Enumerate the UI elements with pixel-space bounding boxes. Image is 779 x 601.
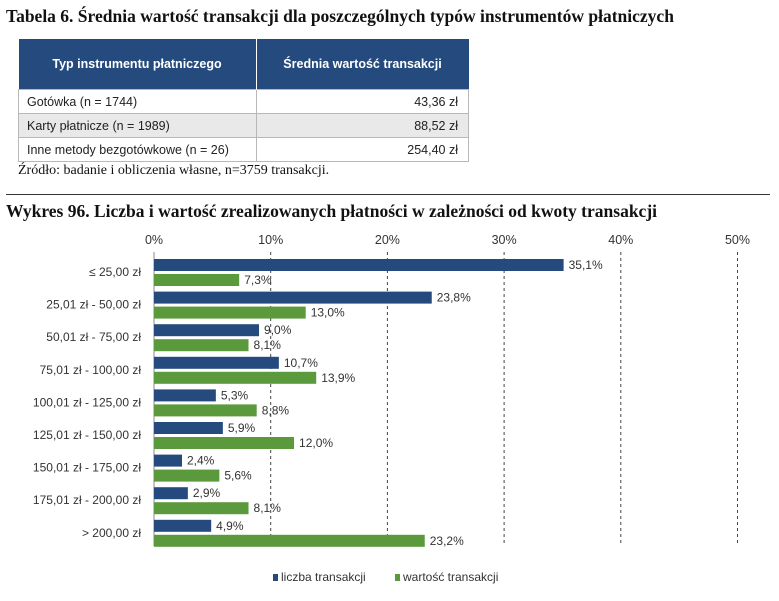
data-label: 8,8% (262, 403, 290, 417)
bar-value (154, 502, 249, 515)
bar-count (154, 389, 216, 402)
bar-value (154, 469, 220, 482)
data-label: 35,1% (569, 258, 603, 272)
table-header-row: Typ instrumentu płatniczego Średnia wart… (18, 39, 469, 90)
header-average-value: Średnia wartość transakcji (256, 39, 469, 90)
data-label: 13,0% (311, 306, 345, 320)
table-cell-instrument: Gotówka (n = 1744) (18, 89, 257, 114)
data-label: 23,2% (430, 534, 464, 548)
data-label: 7,3% (244, 273, 272, 287)
bar-count (154, 291, 432, 304)
data-label: 12,0% (299, 436, 333, 450)
data-label: 23,8% (437, 291, 471, 305)
legend-label: liczba transakcji (281, 570, 366, 584)
category-label: 25,01 zł - 50,00 zł (46, 298, 141, 312)
section-divider (6, 194, 770, 195)
table-title: Tabela 6. Średnia wartość transakcji dla… (6, 6, 674, 26)
bar-count (154, 519, 212, 532)
data-label: 2,4% (187, 454, 215, 468)
header-instrument-type: Typ instrumentu płatniczego (18, 39, 257, 90)
payment-instrument-table: Typ instrumentu płatniczego Średnia wart… (18, 39, 469, 162)
data-label: 5,6% (224, 469, 252, 483)
table-cell-value: 88,52 zł (255, 113, 469, 138)
category-label: 50,01 zł - 75,00 zł (46, 330, 141, 344)
x-tick-label: 30% (492, 233, 517, 247)
legend-label: wartość transakcji (402, 570, 498, 584)
data-label: 10,7% (284, 356, 318, 370)
x-tick-label: 10% (258, 233, 283, 247)
category-label: 175,01 zł - 200,00 zł (33, 493, 141, 507)
bar-value (154, 437, 295, 449)
data-label: 13,9% (321, 371, 355, 385)
bar-count (154, 487, 188, 500)
bar-value (154, 339, 249, 352)
category-label: > 200,00 zł (82, 526, 141, 540)
x-tick-label: 40% (608, 233, 633, 247)
category-label: ≤ 25,00 zł (89, 265, 141, 279)
table-cell-value: 254,40 zł (255, 137, 469, 162)
bar-value (154, 274, 240, 286)
table-row: Inne metody bezgotówkowe (n = 26) 254,40… (18, 137, 469, 162)
chart-title: Wykres 96. Liczba i wartość zrealizowany… (6, 201, 658, 221)
data-label: 2,9% (193, 486, 221, 500)
table-cell-instrument: Inne metody bezgotówkowe (n = 26) (18, 137, 257, 162)
x-tick-label: 20% (375, 233, 400, 247)
legend-swatch (395, 574, 400, 581)
bar-count (154, 259, 564, 271)
category-label: 125,01 zł - 150,00 zł (33, 428, 141, 442)
x-tick-label: 0% (145, 233, 163, 247)
table-source-note: Źródło: badanie i obliczenia własne, n=3… (18, 163, 330, 178)
bar-count (154, 454, 183, 467)
category-label: 150,01 zł - 175,00 zł (33, 461, 141, 475)
x-tick-label: 50% (725, 233, 750, 247)
category-label: 100,01 zł - 125,00 zł (33, 395, 141, 409)
data-label: 4,9% (216, 519, 244, 533)
data-label: 9,0% (264, 323, 292, 337)
bar-value (154, 371, 317, 384)
data-label: 8,1% (254, 338, 282, 352)
data-label: 5,9% (228, 421, 256, 435)
bar-value (154, 534, 425, 547)
table-row: Gotówka (n = 1744) 43,36 zł (18, 89, 469, 114)
data-label: 8,1% (254, 501, 282, 515)
data-label: 5,3% (221, 388, 249, 402)
bar-count (154, 324, 260, 337)
category-label: 75,01 zł - 100,00 zł (40, 363, 142, 377)
bar-count (154, 422, 223, 434)
bar-value (154, 404, 257, 417)
bar-value (154, 306, 306, 319)
bar-count (154, 356, 279, 369)
legend-swatch (273, 574, 278, 581)
